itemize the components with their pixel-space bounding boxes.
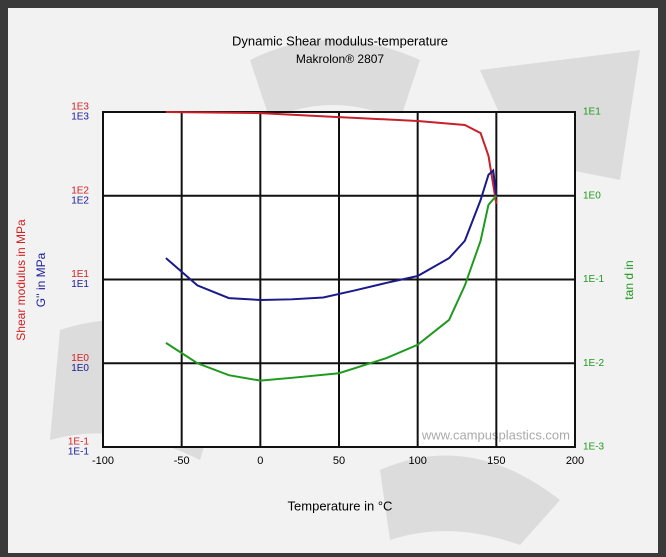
y2-tick-label: 1E0 [583,190,601,201]
x-tick-label: 0 [257,455,263,467]
y2-tick-label: 1E-2 [583,358,605,369]
y2-tick-label: 1E1 [583,107,601,118]
plot-border [102,111,576,448]
y-tick-label: 1E2 [71,185,89,196]
x-tick-label: -50 [174,455,190,467]
y-tick-label: 1E1 [71,269,89,280]
y2-axis-label: tan d in [622,260,636,299]
x-axis-label: Temperature in °C [288,498,393,513]
series-line [165,195,498,382]
series-line [165,111,498,205]
x-tick-label: 50 [333,455,345,467]
x-tick-label: -100 [92,455,114,467]
y-tick-label: 1E3 [71,102,89,113]
y2-tick-label: 1E-1 [583,274,605,285]
y-tick-label-2: 1E3 [71,112,89,123]
y-tick-label-2: 1E1 [71,279,89,290]
y-tick-label: 1E-1 [68,437,90,448]
y-tick-label-2: 1E-1 [68,447,90,458]
y-tick-label: 1E0 [71,353,89,364]
x-tick-label: 200 [566,455,584,467]
y-axis-label-2: G'' in MPa [34,252,48,307]
y-axis-label: Shear modulus in MPa [14,219,28,341]
y2-tick-label: 1E-3 [583,442,605,453]
y-tick-label-2: 1E0 [71,363,89,374]
x-tick-label: 100 [408,455,426,467]
x-tick-label: 150 [487,455,505,467]
y-tick-label-2: 1E2 [71,195,89,206]
chart-subtitle: Makrolon® 2807 [296,52,385,66]
series-line [165,168,498,301]
chart-title: Dynamic Shear modulus-temperature [232,33,448,48]
